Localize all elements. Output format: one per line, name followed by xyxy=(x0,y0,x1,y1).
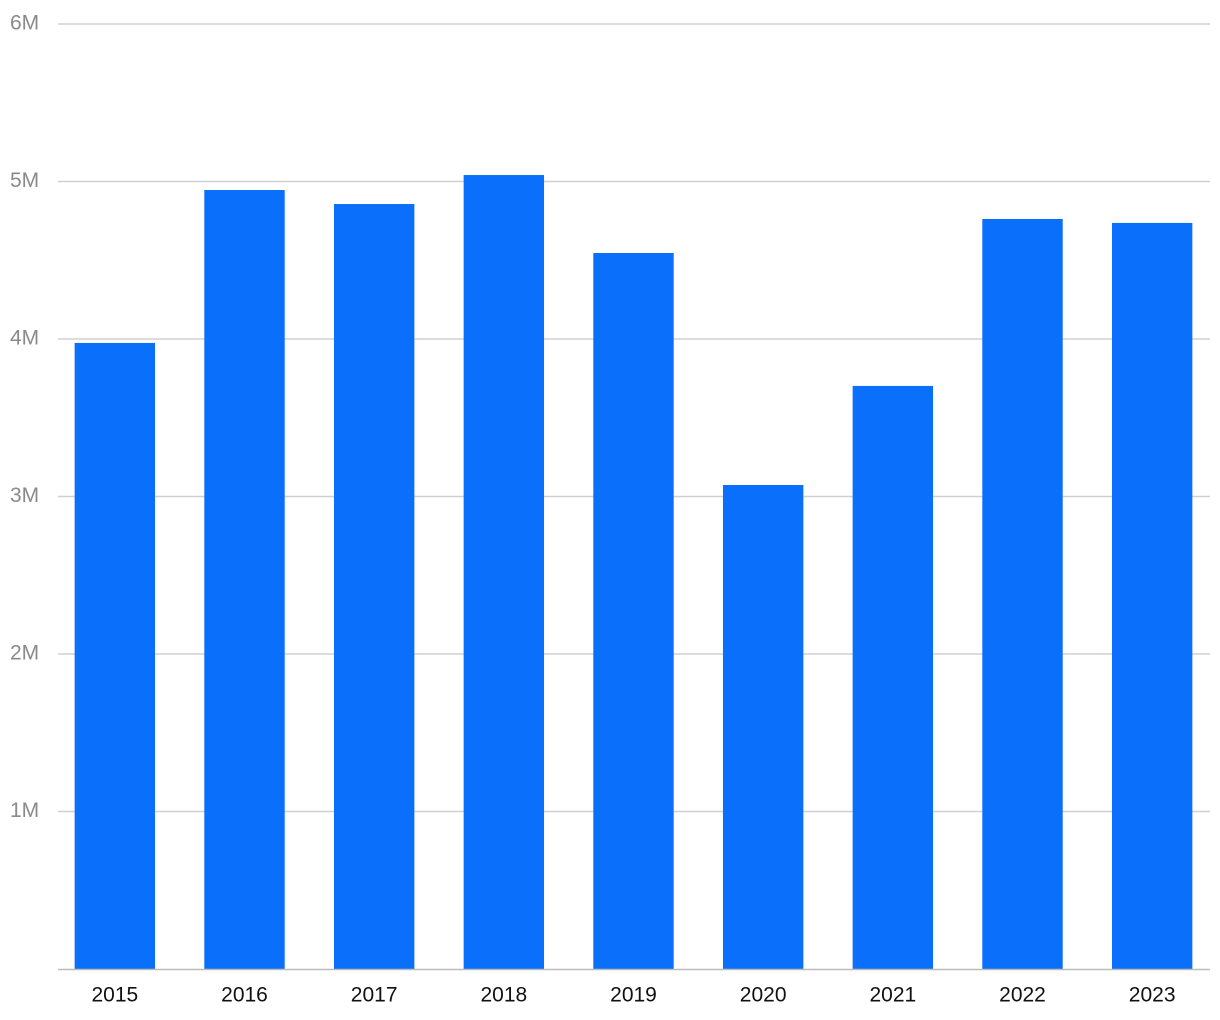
y-tick-label: 2M xyxy=(10,642,39,665)
x-tick-label: 2023 xyxy=(1129,984,1176,1007)
x-tick-label: 2020 xyxy=(740,984,787,1007)
y-tick-label: 6M xyxy=(10,12,39,35)
bar xyxy=(593,253,674,969)
bar xyxy=(204,190,285,969)
bar xyxy=(852,385,934,969)
x-tick-label: 2019 xyxy=(610,984,657,1007)
y-tick-label: 1M xyxy=(10,799,39,822)
x-tick-label: 2017 xyxy=(351,984,398,1007)
x-tick-label: 2016 xyxy=(221,984,268,1007)
x-tick-label: 2022 xyxy=(999,984,1046,1007)
bar xyxy=(333,204,415,969)
y-tick-label: 5M xyxy=(10,169,39,192)
x-tick-label: 2015 xyxy=(91,984,138,1007)
x-tick-label: 2021 xyxy=(869,984,916,1007)
bar xyxy=(74,342,156,969)
bar xyxy=(982,218,1063,970)
y-tick-label: 4M xyxy=(10,327,39,350)
x-tick-label: 2018 xyxy=(480,984,527,1007)
bar xyxy=(463,175,545,970)
bar xyxy=(1111,222,1193,970)
bar xyxy=(722,485,804,969)
y-tick-label: 3M xyxy=(10,484,39,507)
